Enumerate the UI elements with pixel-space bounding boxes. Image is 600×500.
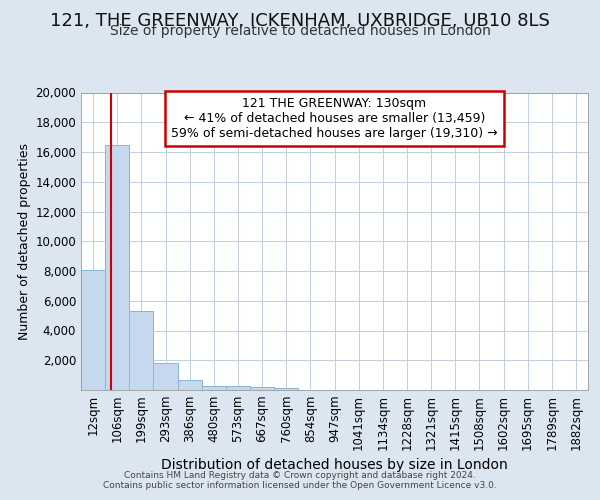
X-axis label: Distribution of detached houses by size in London: Distribution of detached houses by size …: [161, 458, 508, 472]
Text: Contains HM Land Registry data © Crown copyright and database right 2024.: Contains HM Land Registry data © Crown c…: [124, 471, 476, 480]
Text: Size of property relative to detached houses in London: Size of property relative to detached ho…: [110, 24, 490, 38]
Bar: [129, 311, 154, 390]
Bar: [81, 270, 105, 390]
Text: 121, THE GREENWAY, ICKENHAM, UXBRIDGE, UB10 8LS: 121, THE GREENWAY, ICKENHAM, UXBRIDGE, U…: [50, 12, 550, 30]
Bar: [154, 363, 178, 390]
Bar: [105, 144, 129, 390]
Bar: [178, 380, 202, 390]
Text: 121 THE GREENWAY: 130sqm
← 41% of detached houses are smaller (13,459)
59% of se: 121 THE GREENWAY: 130sqm ← 41% of detach…: [171, 97, 498, 140]
Bar: [226, 386, 250, 390]
Text: Contains public sector information licensed under the Open Government Licence v3: Contains public sector information licen…: [103, 481, 497, 490]
Bar: [274, 388, 298, 390]
Bar: [250, 387, 274, 390]
Y-axis label: Number of detached properties: Number of detached properties: [18, 143, 31, 340]
Bar: [202, 386, 226, 390]
